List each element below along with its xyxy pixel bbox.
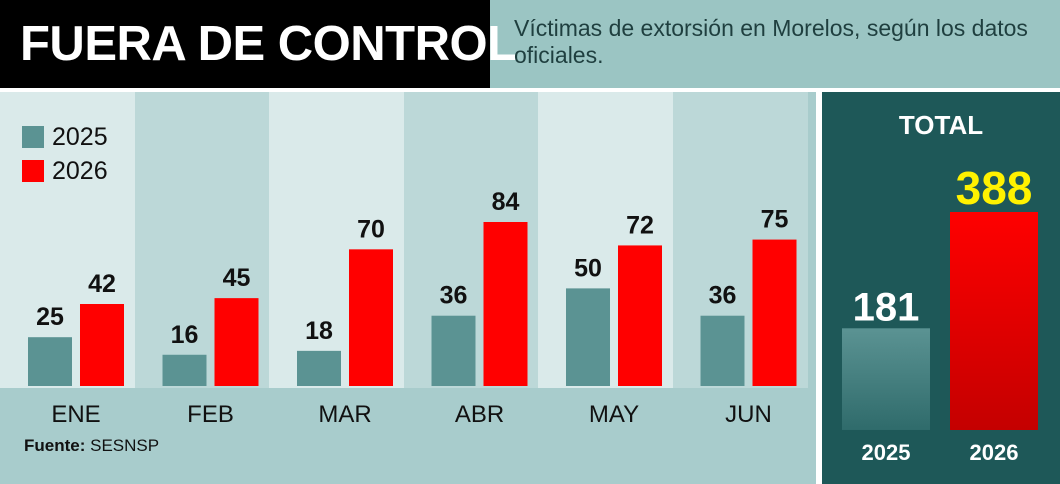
bar-may-2026 xyxy=(618,245,662,386)
bar-jun-2026 xyxy=(752,239,797,386)
value-label-abr-2026: 84 xyxy=(492,188,520,216)
tick-label-jun: JUN xyxy=(725,401,772,428)
bar-abr-2025 xyxy=(431,315,476,386)
value-label-jun-2025: 36 xyxy=(709,282,737,310)
value-label-mar-2025: 18 xyxy=(305,317,333,345)
header: FUERA DE CONTROL Víctimas de extorsión e… xyxy=(0,0,1060,88)
tick-label-ene: ENE xyxy=(51,401,100,428)
bar-may-2025 xyxy=(566,288,610,386)
tick-label-mar: MAR xyxy=(318,401,371,428)
legend-label-2026: 2026 xyxy=(52,156,108,185)
legend-item-2025: 2025 xyxy=(22,120,108,154)
value-label-mar-2026: 70 xyxy=(357,215,385,243)
tick-label-abr: ABR xyxy=(455,401,504,428)
total-panel: 181 2025 388 2026 TOTAL xyxy=(822,92,1060,484)
bar-jun-2025 xyxy=(700,315,745,386)
bar-abr-2026 xyxy=(483,222,528,386)
value-label-abr-2025: 36 xyxy=(440,282,468,310)
bar-feb-2025 xyxy=(162,354,207,386)
bar-mar-2025 xyxy=(297,350,341,386)
panel-divider xyxy=(816,88,822,484)
source-label: Fuente: xyxy=(24,436,86,455)
value-label-feb-2026: 45 xyxy=(223,264,251,292)
total-bar-chart: 181 2025 388 2026 xyxy=(842,162,1038,465)
total-title: TOTAL xyxy=(898,110,984,140)
total-value-label-2025: 181 xyxy=(853,285,920,329)
total-tick-label-2025: 2025 xyxy=(862,440,911,465)
monthly-bar-chart: 25 42 ENE 16 45 FEB 18 70 MAR 36 84 ABR 50 72 MAY 36 75 J… xyxy=(28,188,797,428)
bar-mar-2026 xyxy=(349,249,393,386)
subtitle: Víctimas de extorsión en Morelos, según … xyxy=(514,15,1028,68)
tick-label-feb: FEB xyxy=(187,401,234,428)
legend-swatch-2026 xyxy=(22,160,44,182)
value-label-ene-2026: 42 xyxy=(88,270,116,298)
bar-ene-2025 xyxy=(28,337,72,386)
total-bar-2025 xyxy=(842,328,930,430)
source-note: Fuente: SESNSP xyxy=(24,436,159,456)
headline: FUERA DE CONTROL xyxy=(20,17,517,71)
legend-swatch-2025 xyxy=(22,126,44,148)
tick-label-may: MAY xyxy=(589,401,639,428)
total-tick-label-2026: 2026 xyxy=(970,440,1019,465)
legend: 2025 2026 xyxy=(22,120,108,188)
value-label-ene-2025: 25 xyxy=(36,303,64,331)
source-text: SESNSP xyxy=(90,436,160,455)
value-label-jun-2026: 75 xyxy=(761,206,789,234)
legend-label-2025: 2025 xyxy=(52,122,108,151)
value-label-feb-2025: 16 xyxy=(171,321,199,349)
monthly-chart-panel: 25 42 ENE 16 45 FEB 18 70 MAR 36 84 ABR 50 72 MAY 36 75 J… xyxy=(0,92,816,484)
legend-item-2026: 2026 xyxy=(22,154,108,188)
bar-ene-2026 xyxy=(80,304,124,386)
headline-box: FUERA DE CONTROL xyxy=(0,0,517,88)
bar-feb-2026 xyxy=(214,298,259,386)
value-label-may-2025: 50 xyxy=(574,254,602,282)
total-value-label-2026: 388 xyxy=(956,162,1033,214)
value-label-may-2026: 72 xyxy=(626,211,654,239)
total-bar-2026 xyxy=(950,212,1038,430)
